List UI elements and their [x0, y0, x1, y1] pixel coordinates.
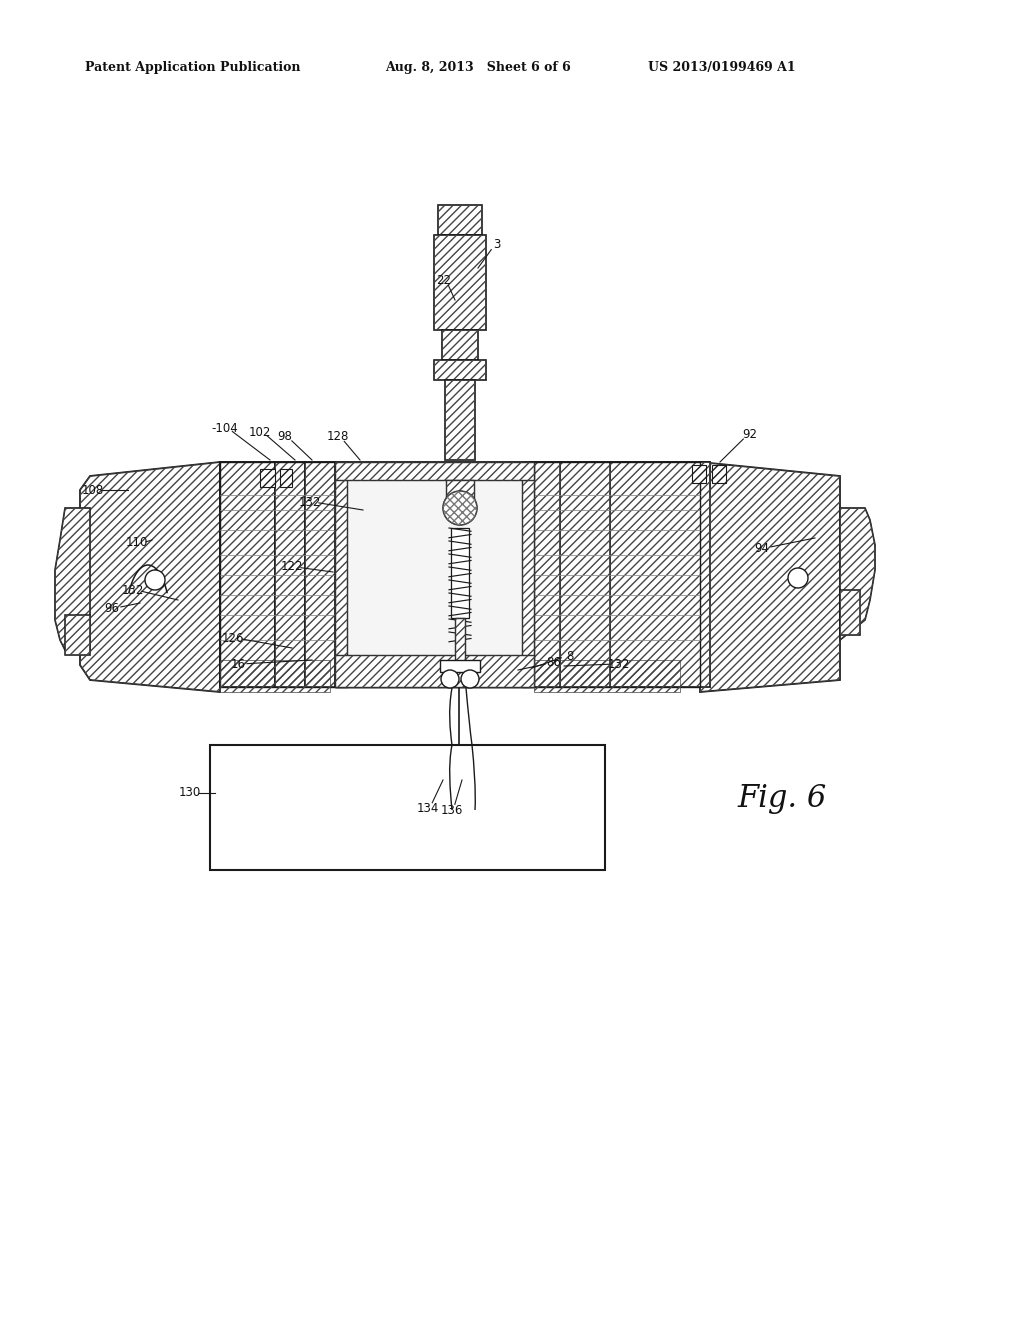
Text: 98: 98 [278, 430, 293, 444]
Bar [610, 462, 710, 686]
Bar [712, 465, 726, 483]
Bar [840, 590, 860, 635]
Polygon shape [840, 508, 874, 640]
Bar [305, 462, 335, 686]
Bar [442, 330, 478, 360]
Bar [692, 465, 706, 483]
Text: 136: 136 [440, 804, 463, 817]
Bar [442, 330, 478, 360]
Bar [280, 469, 292, 487]
Bar [455, 618, 465, 663]
Bar [434, 360, 486, 380]
Text: 134: 134 [417, 801, 439, 814]
Polygon shape [80, 462, 220, 692]
Text: 3: 3 [494, 239, 501, 252]
Text: Patent Application Publication: Patent Application Publication [85, 62, 300, 74]
Bar [65, 615, 90, 655]
Bar [522, 462, 534, 686]
Bar [305, 462, 335, 686]
Bar [220, 462, 275, 686]
Bar [522, 462, 534, 686]
Text: 126: 126 [222, 631, 245, 644]
Circle shape [145, 570, 165, 590]
Text: Aug. 8, 2013   Sheet 6 of 6: Aug. 8, 2013 Sheet 6 of 6 [385, 62, 570, 74]
Bar [434, 360, 486, 380]
Bar [335, 462, 347, 686]
Bar [438, 205, 482, 235]
Polygon shape [700, 462, 840, 692]
Text: 86: 86 [547, 656, 561, 669]
Text: -104: -104 [212, 421, 239, 434]
Text: 132: 132 [299, 495, 322, 508]
Bar [455, 618, 465, 663]
Bar [210, 744, 605, 870]
Bar [530, 462, 560, 686]
Bar [220, 462, 710, 492]
Text: 132: 132 [122, 583, 144, 597]
Bar [220, 462, 275, 686]
Bar [260, 469, 275, 487]
Text: Fig. 6: Fig. 6 [737, 783, 826, 813]
Text: 22: 22 [436, 273, 452, 286]
Bar [446, 480, 474, 502]
Text: 130: 130 [179, 787, 201, 800]
Bar [335, 462, 530, 686]
Text: US 2013/0199469 A1: US 2013/0199469 A1 [648, 62, 796, 74]
Polygon shape [55, 508, 90, 649]
Bar [220, 655, 710, 686]
Bar [275, 462, 305, 686]
Text: 8: 8 [566, 649, 573, 663]
Bar [335, 655, 534, 686]
Text: 94: 94 [755, 541, 769, 554]
Bar [335, 655, 534, 686]
Text: 132: 132 [608, 657, 630, 671]
Bar [220, 655, 710, 686]
Circle shape [788, 568, 808, 587]
Bar [445, 380, 475, 459]
Bar [560, 462, 610, 686]
Bar [560, 462, 610, 686]
Circle shape [441, 671, 459, 688]
Bar [335, 462, 347, 686]
Bar [434, 235, 486, 330]
Text: 110: 110 [126, 536, 148, 549]
Bar [445, 380, 475, 459]
Circle shape [443, 491, 477, 525]
Bar [840, 590, 860, 635]
Bar [446, 480, 474, 502]
Text: 96: 96 [104, 602, 120, 615]
Bar [65, 615, 90, 655]
Text: 16: 16 [230, 657, 246, 671]
Bar [451, 528, 469, 618]
Text: 122: 122 [281, 561, 303, 573]
Bar [434, 235, 486, 330]
Bar [610, 462, 710, 686]
Bar [275, 462, 305, 686]
Bar [220, 462, 710, 492]
Bar [530, 462, 560, 686]
Circle shape [461, 671, 479, 688]
Bar [335, 462, 534, 480]
Text: 92: 92 [742, 429, 758, 441]
Text: 108: 108 [82, 483, 104, 496]
Bar [438, 205, 482, 235]
Bar [440, 660, 480, 672]
Bar [335, 462, 534, 480]
Text: 102: 102 [249, 425, 271, 438]
Text: 128: 128 [327, 430, 349, 444]
